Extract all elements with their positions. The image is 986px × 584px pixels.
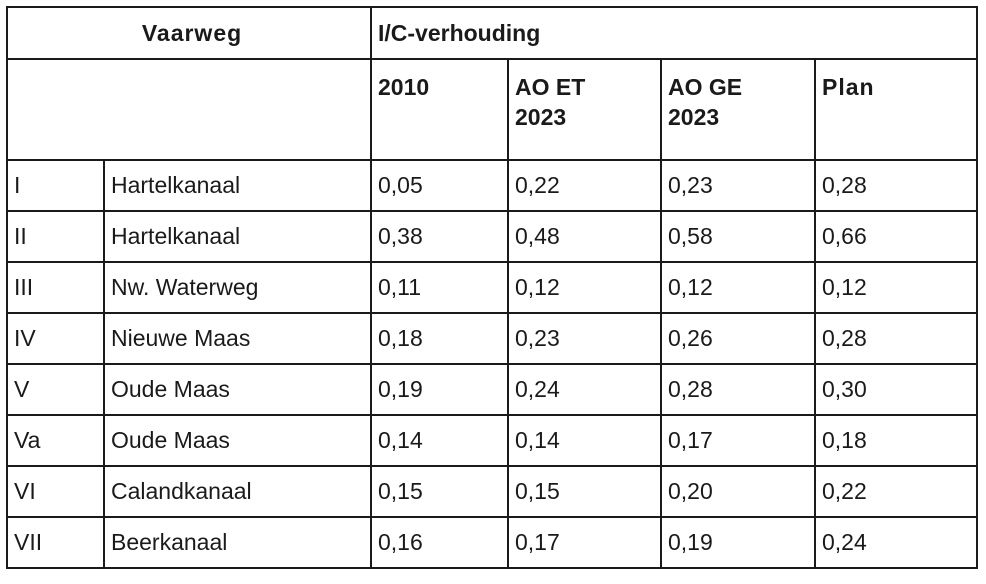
ic-value-cell: 0,23 [507, 312, 662, 365]
col-header-line: Plan [822, 74, 875, 100]
ic-value-cell: 0,20 [660, 465, 816, 518]
table-row: I Hartelkanaal 0,05 0,22 0,23 0,28 [6, 159, 979, 212]
ic-value-cell: 0,12 [507, 261, 662, 314]
ic-value-cell: 0,28 [660, 363, 816, 416]
ic-value-cell: 0,19 [370, 363, 509, 416]
col-header-line: AO ET [515, 74, 586, 100]
ic-value-cell: 0,66 [813, 210, 979, 263]
waterway-name-cell: Hartelkanaal [103, 210, 372, 263]
ic-value-cell: 0,11 [370, 261, 509, 314]
ic-value-cell: 0,28 [813, 312, 979, 365]
col-header-plan: Plan [813, 58, 979, 161]
waterway-name-cell: Nieuwe Maas [103, 312, 372, 365]
row-id-cell: III [6, 261, 105, 314]
waterway-name-cell: Hartelkanaal [103, 159, 372, 212]
ic-value-cell: 0,14 [507, 414, 662, 467]
row-id-cell: II [6, 210, 105, 263]
row-id-cell: Va [6, 414, 105, 467]
ic-value-cell: 0,05 [370, 159, 509, 212]
ic-value-cell: 0,24 [507, 363, 662, 416]
empty-header-cell [6, 58, 372, 161]
ic-value-cell: 0,48 [507, 210, 662, 263]
ic-value-cell: 0,22 [813, 465, 979, 518]
ic-value-cell: 0,30 [813, 363, 979, 416]
col-header-ao-ge-2023: AO GE 2023 [660, 58, 816, 161]
waterway-name-cell: Beerkanaal [103, 516, 372, 569]
ic-value-cell: 0,18 [813, 414, 979, 467]
table-row: VI Calandkanaal 0,15 0,15 0,20 0,22 [6, 465, 979, 518]
ic-value-cell: 0,24 [813, 516, 979, 569]
row-id-cell: V [6, 363, 105, 416]
ic-value-cell: 0,38 [370, 210, 509, 263]
table-row: V Oude Maas 0,19 0,24 0,28 0,30 [6, 363, 979, 416]
ic-ratio-table: Vaarweg I/C-verhouding 2010 AO ET 2023 AO… [6, 6, 979, 569]
col-header-line: 2023 [668, 104, 720, 130]
row-id-cell: IV [6, 312, 105, 365]
col-header-line: AO GE [668, 74, 743, 100]
col-header-ao-et-2023: AO ET 2023 [507, 58, 662, 161]
ic-ratio-header: I/C-verhouding [369, 6, 979, 60]
row-id-cell: VI [6, 465, 105, 518]
table-row: Va Oude Maas 0,14 0,14 0,17 0,18 [6, 414, 979, 467]
table-row: II Hartelkanaal 0,38 0,48 0,58 0,66 [6, 210, 979, 263]
ic-value-cell: 0,17 [660, 414, 816, 467]
vaarweg-header: Vaarweg [6, 6, 372, 60]
waterway-name-cell: Calandkanaal [103, 465, 372, 518]
ic-value-cell: 0,19 [660, 516, 816, 569]
table-row: III Nw. Waterweg 0,11 0,12 0,12 0,12 [6, 261, 979, 314]
ic-value-cell: 0,58 [660, 210, 816, 263]
ic-value-cell: 0,15 [370, 465, 509, 518]
subheader-row: 2010 AO ET 2023 AO GE 2023 Plan [6, 58, 979, 161]
row-id-cell: VII [6, 516, 105, 569]
ic-value-cell: 0,28 [813, 159, 979, 212]
col-header-line: 2023 [515, 104, 567, 130]
ic-value-cell: 0,26 [660, 312, 816, 365]
ic-value-cell: 0,12 [813, 261, 979, 314]
header-row: Vaarweg I/C-verhouding [6, 6, 979, 60]
waterway-name-cell: Oude Maas [103, 363, 372, 416]
col-header-line: 2010 [378, 74, 430, 100]
ic-value-cell: 0,12 [660, 261, 816, 314]
ic-value-cell: 0,14 [370, 414, 509, 467]
ic-value-cell: 0,23 [660, 159, 816, 212]
ic-value-cell: 0,22 [507, 159, 662, 212]
waterway-name-cell: Oude Maas [103, 414, 372, 467]
ic-value-cell: 0,15 [507, 465, 662, 518]
ic-value-cell: 0,16 [370, 516, 509, 569]
row-id-cell: I [6, 159, 105, 212]
table-row: IV Nieuwe Maas 0,18 0,23 0,26 0,28 [6, 312, 979, 365]
table-row: VII Beerkanaal 0,16 0,17 0,19 0,24 [6, 516, 979, 569]
ic-value-cell: 0,18 [370, 312, 509, 365]
ic-value-cell: 0,17 [507, 516, 662, 569]
col-header-2010: 2010 [370, 58, 509, 161]
waterway-name-cell: Nw. Waterweg [103, 261, 372, 314]
